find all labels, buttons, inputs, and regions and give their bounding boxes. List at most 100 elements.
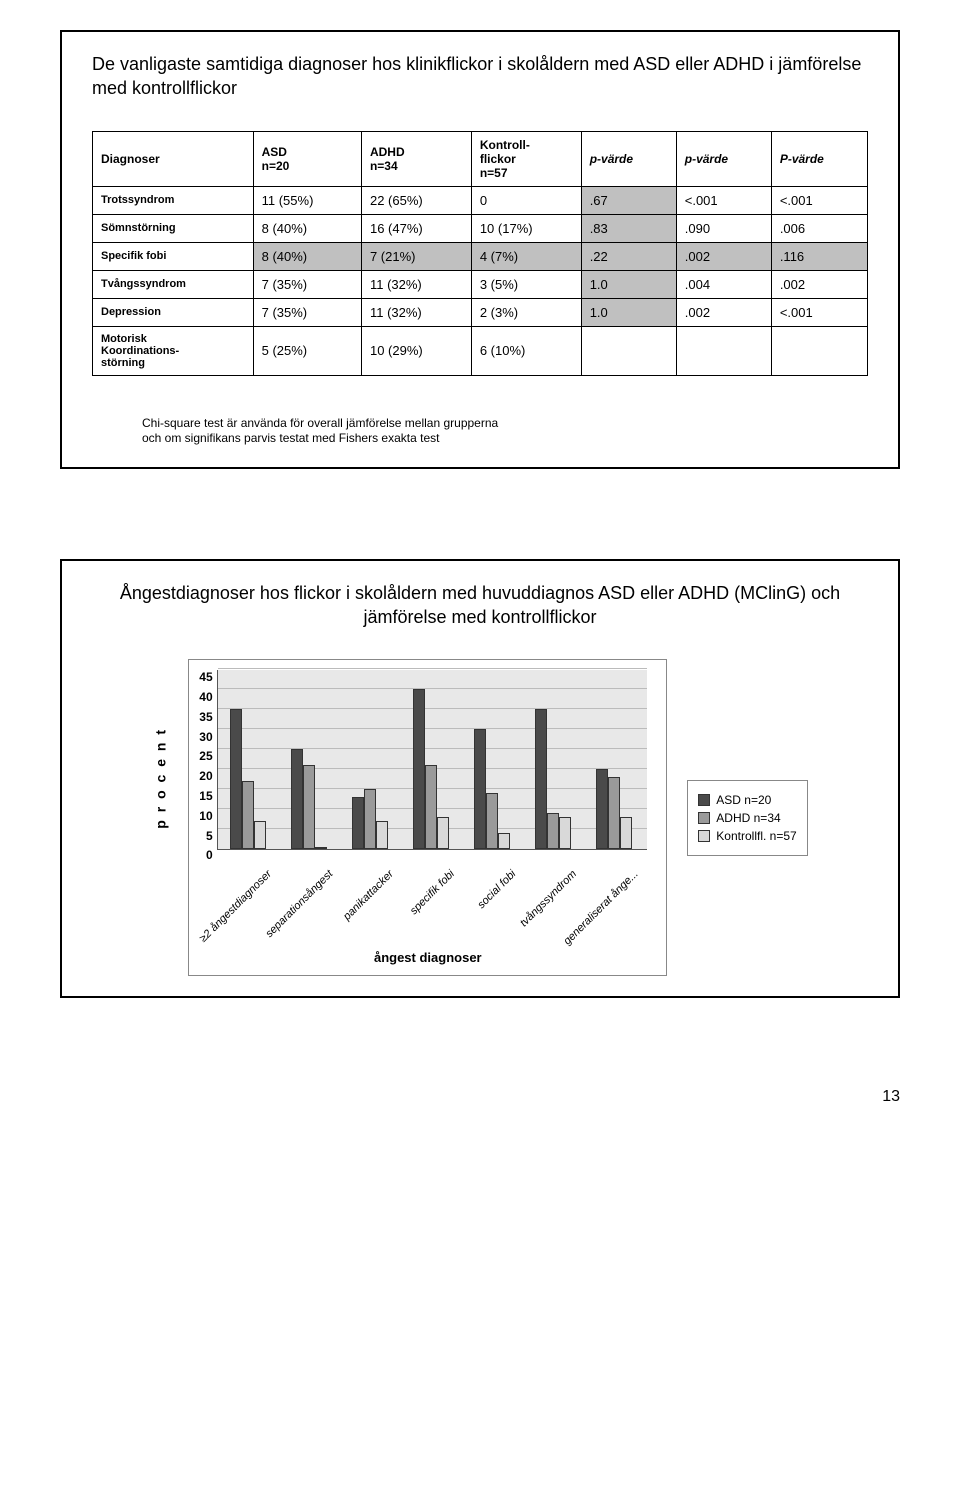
bar	[547, 813, 559, 849]
table-cell: <.001	[771, 298, 867, 326]
ytick-label: 40	[199, 690, 212, 704]
legend-item: Kontrollfl. n=57	[698, 829, 796, 843]
bar	[425, 765, 437, 849]
bar	[413, 689, 425, 849]
table-row: Sömnstörning8 (40%)16 (47%)10 (17%).83.0…	[93, 214, 868, 242]
legend-swatch	[698, 812, 710, 824]
ytick-label: 45	[199, 670, 212, 684]
table-cell: 4 (7%)	[471, 242, 581, 270]
bar	[596, 769, 608, 849]
ytick-label: 25	[199, 749, 212, 763]
bar-group	[279, 749, 340, 849]
table-cell: .22	[581, 242, 676, 270]
ytick-label: 0	[206, 848, 213, 862]
table-header-cell: Kontroll-flickorn=57	[471, 131, 581, 186]
bar-group	[340, 789, 401, 849]
table-cell: 10 (29%)	[361, 326, 471, 375]
bar-group	[523, 709, 584, 849]
table-cell: 16 (47%)	[361, 214, 471, 242]
bar-chart: p r o c e n t 45 40 35 30 25 20 15 10 5 0 ≥2 ånge…	[92, 659, 868, 976]
chart-plot-area	[217, 670, 647, 850]
table-cell: .002	[676, 298, 771, 326]
table-cell: 6 (10%)	[471, 326, 581, 375]
row-label: Depression	[93, 298, 254, 326]
bar-group	[401, 689, 462, 849]
table-header-cell: Diagnoser	[93, 131, 254, 186]
bar	[498, 833, 510, 849]
ytick-label: 15	[199, 789, 212, 803]
table-cell: 8 (40%)	[253, 242, 361, 270]
xtick-label: ≥2 ångestdiagnoser	[198, 868, 275, 945]
chart-ylabel: p r o c e n t	[152, 728, 168, 909]
ytick-label: 10	[199, 809, 212, 823]
table-row: Specifik fobi8 (40%)7 (21%)4 (7%).22.002…	[93, 242, 868, 270]
table-cell: <.001	[676, 186, 771, 214]
table-cell	[771, 326, 867, 375]
bar-group	[584, 769, 645, 849]
table-cell: 0	[471, 186, 581, 214]
chart-legend: ASD n=20 ADHD n=34 Kontrollfl. n=57	[687, 780, 807, 856]
chart-yticks: 45 40 35 30 25 20 15 10 5 0	[199, 670, 216, 862]
table-row: Depression7 (35%)11 (32%)2 (3%)1.0.002<.…	[93, 298, 868, 326]
legend-label: ASD n=20	[716, 793, 771, 807]
xtick-label: specifik fobi	[408, 868, 457, 917]
ytick-label: 35	[199, 710, 212, 724]
xtick-label: social fobi	[475, 868, 518, 911]
table-cell: <.001	[771, 186, 867, 214]
table-row: Trotssyndrom11 (55%)22 (65%)0.67<.001<.0…	[93, 186, 868, 214]
legend-item: ASD n=20	[698, 793, 796, 807]
table-cell: 3 (5%)	[471, 270, 581, 298]
table-header-cell: ADHDn=34	[361, 131, 471, 186]
slide-anxiety-chart: Ångestdiagnoser hos flickor i skolåldern…	[60, 559, 900, 999]
bar	[303, 765, 315, 849]
table-cell	[676, 326, 771, 375]
bar	[620, 817, 632, 849]
table-header-cell: p-värde	[581, 131, 676, 186]
table-cell: 11 (55%)	[253, 186, 361, 214]
table-cell: .002	[676, 242, 771, 270]
bar	[437, 817, 449, 849]
slide1-title: De vanligaste samtidiga diagnoser hos kl…	[92, 52, 868, 101]
page-number: 13	[60, 1088, 900, 1106]
bar	[230, 709, 242, 849]
table-cell: 7 (35%)	[253, 298, 361, 326]
table-cell: 7 (35%)	[253, 270, 361, 298]
row-label: Specifik fobi	[93, 242, 254, 270]
table-cell: 2 (3%)	[471, 298, 581, 326]
bar	[291, 749, 303, 849]
table-cell: 1.0	[581, 270, 676, 298]
table-cell	[581, 326, 676, 375]
bar	[352, 797, 364, 849]
row-label: MotoriskKoordinations-störning	[93, 326, 254, 375]
diagnoses-table: DiagnoserASDn=20ADHDn=34Kontroll-flickor…	[92, 131, 868, 376]
bar	[535, 709, 547, 849]
bar	[364, 789, 376, 849]
bar	[559, 817, 571, 849]
table-row: Tvångssyndrom7 (35%)11 (32%)3 (5%)1.0.00…	[93, 270, 868, 298]
table-cell: 11 (32%)	[361, 270, 471, 298]
legend-item: ADHD n=34	[698, 811, 796, 825]
table-header-cell: P-värde	[771, 131, 867, 186]
legend-label: Kontrollfl. n=57	[716, 829, 796, 843]
row-label: Tvångssyndrom	[93, 270, 254, 298]
table-cell: .090	[676, 214, 771, 242]
bar	[608, 777, 620, 849]
bar	[376, 821, 388, 849]
table-header-cell: p-värde	[676, 131, 771, 186]
table-header-cell: ASDn=20	[253, 131, 361, 186]
legend-swatch	[698, 830, 710, 842]
bar	[474, 729, 486, 849]
ytick-label: 30	[199, 730, 212, 744]
table-cell: 11 (32%)	[361, 298, 471, 326]
bar	[315, 847, 327, 849]
table-cell: 22 (65%)	[361, 186, 471, 214]
slide-diagnoses-table: De vanligaste samtidiga diagnoser hos kl…	[60, 30, 900, 469]
ytick-label: 20	[199, 769, 212, 783]
chart-xticks: ≥2 ångestdiagnoserseparationsångestpanik…	[229, 862, 656, 942]
legend-label: ADHD n=34	[716, 811, 780, 825]
bar	[254, 821, 266, 849]
ytick-label: 5	[206, 829, 213, 843]
table-cell: 5 (25%)	[253, 326, 361, 375]
table-cell: .67	[581, 186, 676, 214]
chart-xlabel: ångest diagnoser	[199, 950, 656, 965]
